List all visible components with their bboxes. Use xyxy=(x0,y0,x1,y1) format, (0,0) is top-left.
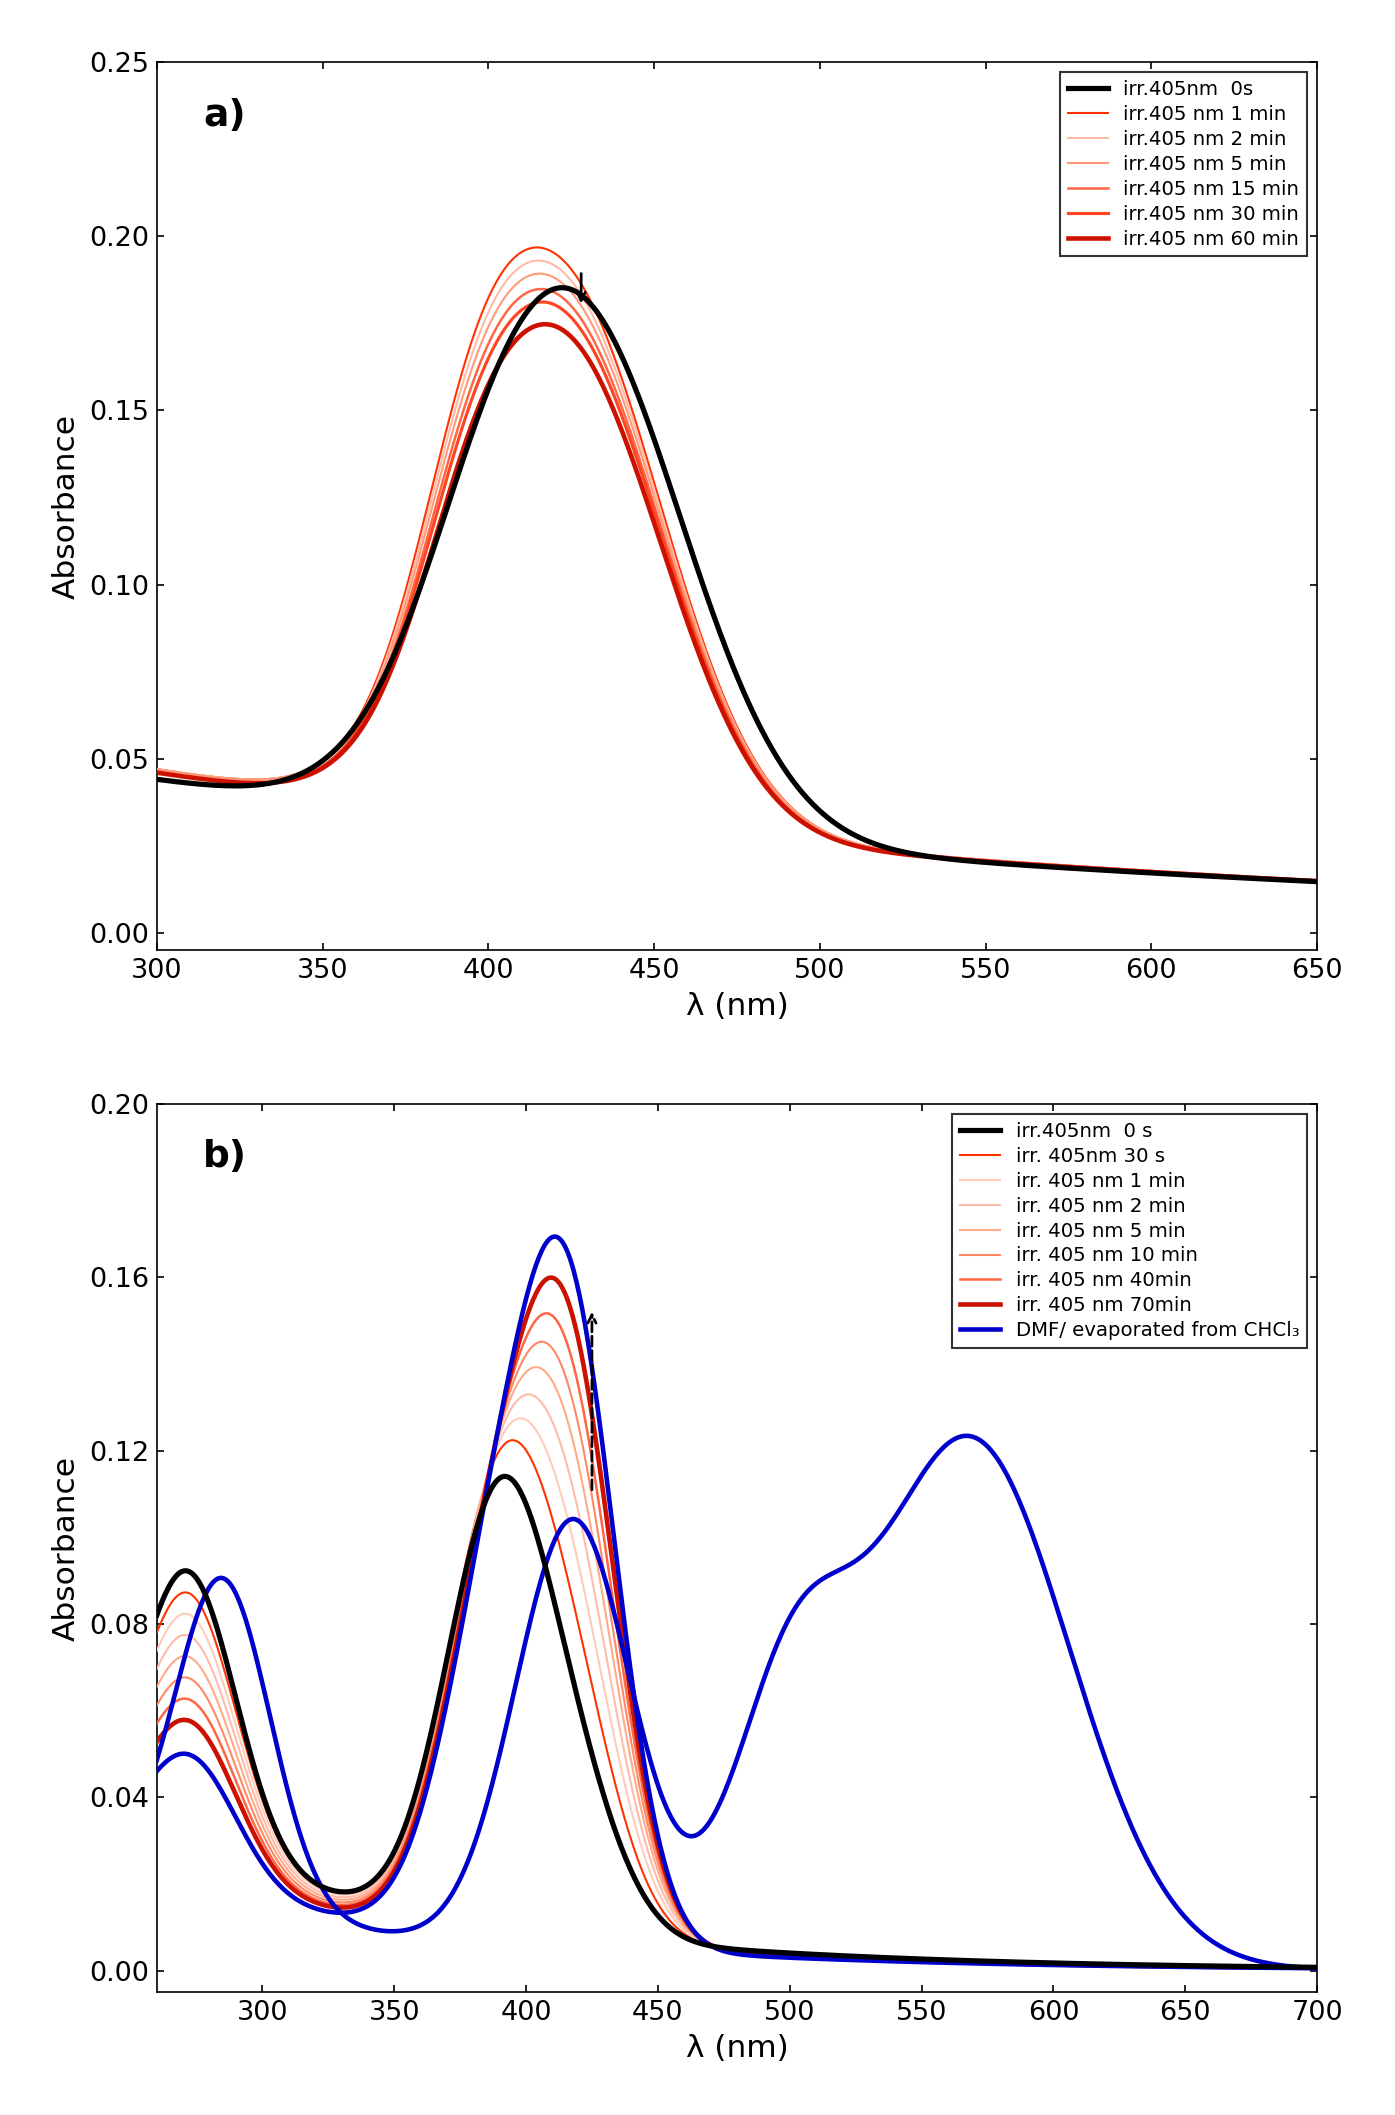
Y-axis label: Absorbance: Absorbance xyxy=(52,415,81,599)
X-axis label: λ (nm): λ (nm) xyxy=(685,992,788,1022)
Legend: irr.405nm  0s, irr.405 nm 1 min, irr.405 nm 2 min, irr.405 nm 5 min, irr.405 nm : irr.405nm 0s, irr.405 nm 1 min, irr.405 … xyxy=(1060,72,1307,256)
Legend: irr.405nm  0 s, irr. 405nm 30 s, irr. 405 nm 1 min, irr. 405 nm 2 min, irr. 405 : irr.405nm 0 s, irr. 405nm 30 s, irr. 405… xyxy=(953,1115,1307,1347)
X-axis label: λ (nm): λ (nm) xyxy=(685,2035,788,2062)
Text: a): a) xyxy=(204,97,246,133)
Y-axis label: Absorbance: Absorbance xyxy=(52,1455,81,1641)
Text: b): b) xyxy=(204,1140,247,1176)
